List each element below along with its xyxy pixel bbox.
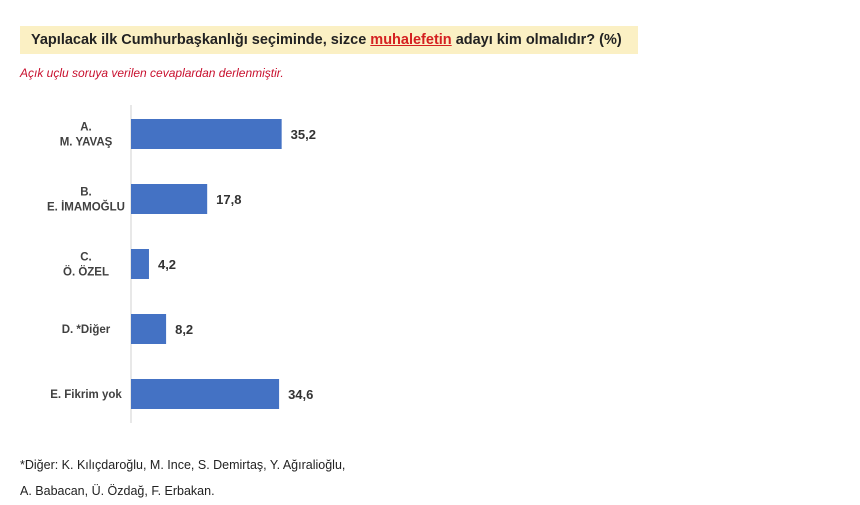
bar-2 [131, 249, 149, 279]
value-label-0: 35,2 [291, 127, 316, 142]
footnote-line-2: A. Babacan, Ü. Özdağ, F. Erbakan. [20, 484, 215, 498]
value-label-3: 8,2 [175, 322, 193, 337]
category-label-0-0: A. [80, 122, 92, 134]
footnote-line-1: *Diğer: K. Kılıçdaroğlu, M. Ince, S. Dem… [20, 458, 346, 472]
bar-0 [131, 119, 282, 149]
bar-chart: 35,2 A. M. YAVAŞ 17,8 B. E. İMAMOĞLU 4,2 C. Ö. Ö… [47, 105, 316, 423]
chart-title: Yapılacak ilk Cumhurbaşkanlığı seçiminde… [20, 26, 638, 54]
title-suffix: adayı kim olmalıdır? (%) [451, 32, 622, 48]
category-label-3-0: D. *Diğer [62, 324, 111, 336]
category-label-0-1: M. YAVAŞ [60, 137, 113, 149]
bar-4 [131, 379, 280, 409]
value-label-2: 4,2 [158, 257, 176, 272]
category-label-1-0: B. [80, 187, 92, 199]
category-label-1-1: E. İMAMOĞLU [47, 201, 125, 214]
bar-3 [131, 314, 167, 344]
title-emphasis: muhalefetin [370, 32, 452, 48]
bar-1 [131, 184, 208, 214]
category-label-2-1: Ö. ÖZEL [63, 266, 109, 279]
category-label-4-0: E. Fikrim yok [50, 389, 122, 401]
chart-subtitle: Açık uçlu soruya verilen cevaplardan der… [20, 66, 284, 80]
value-label-4: 34,6 [288, 387, 313, 402]
category-label-2-0: C. [80, 252, 92, 264]
value-label-1: 17,8 [216, 192, 241, 207]
title-prefix: Yapılacak ilk Cumhurbaşkanlığı seçiminde… [31, 32, 371, 48]
